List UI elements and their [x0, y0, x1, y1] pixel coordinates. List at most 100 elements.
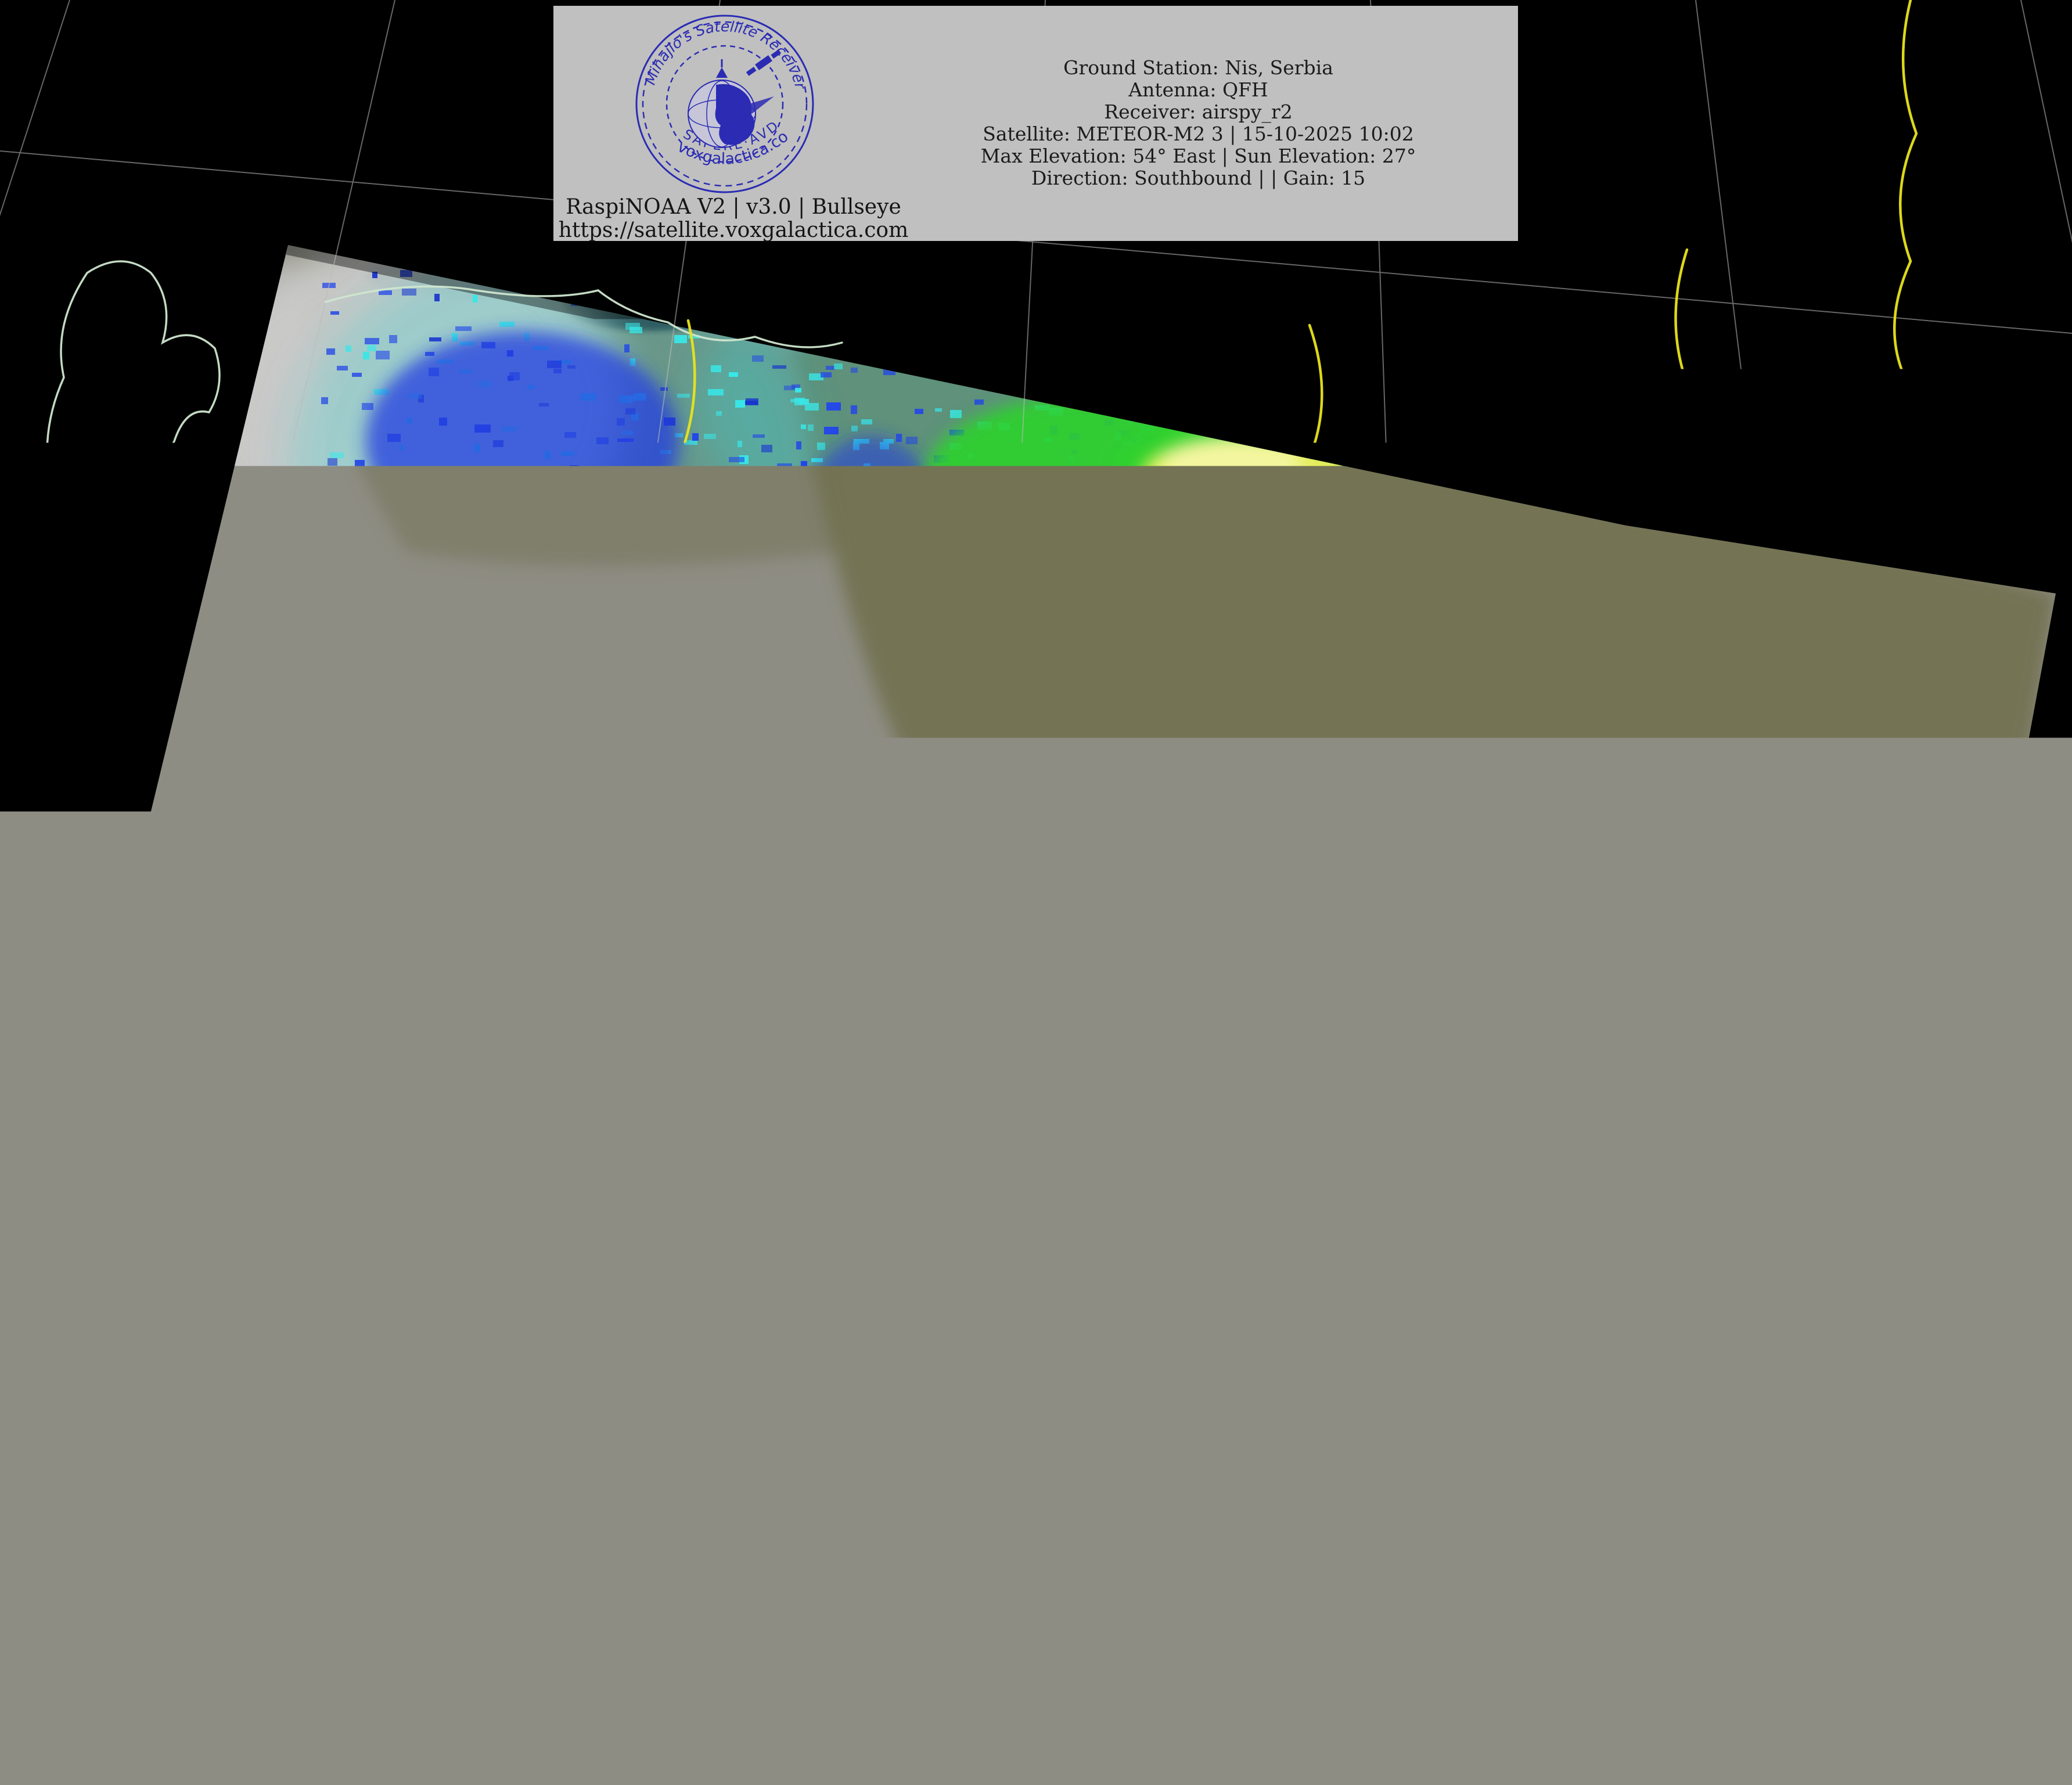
- precip-speckle: [732, 1376, 746, 1383]
- precip-speckle: [512, 887, 523, 894]
- precip-speckle: [427, 936, 437, 943]
- precip-speckle: [767, 1005, 782, 1012]
- meteor-satellite-map: [0, 0, 2072, 1785]
- precip-speckle: [1928, 870, 1934, 879]
- precip-speckle: [1868, 591, 1880, 600]
- precip-speckle: [372, 1078, 381, 1082]
- precip-speckle: [685, 1035, 695, 1041]
- precip-speckle: [714, 513, 726, 518]
- precip-speckle: [1772, 604, 1788, 611]
- precip-speckle: [1506, 1078, 1512, 1084]
- precip-speckle: [485, 1130, 494, 1138]
- precip-speckle: [1443, 573, 1456, 578]
- precip-speckle: [770, 1319, 785, 1324]
- precip-speckle: [877, 1257, 885, 1264]
- precip-speckle: [1868, 1003, 1875, 1011]
- station-url: https://satellite.voxgalactica.com: [553, 218, 913, 242]
- precip-speckle: [1759, 1229, 1771, 1237]
- precip-speckle: [790, 832, 796, 838]
- precip-speckle: [1638, 1232, 1648, 1239]
- precip-speckle: [482, 1456, 491, 1461]
- precip-speckle: [339, 897, 345, 904]
- precip-speckle: [636, 1352, 646, 1359]
- precip-speckle: [1055, 582, 1067, 589]
- precip-speckle: [798, 1346, 805, 1351]
- precip-speckle: [1384, 613, 1397, 619]
- precip-speckle: [1084, 614, 1097, 620]
- precip-speckle: [752, 897, 768, 904]
- header-banner: Mihajlo's Satellite Receiver SAPERE·AVDE…: [553, 6, 1518, 241]
- precip-speckle: [1841, 581, 1854, 588]
- precip-speckle: [1796, 1244, 1806, 1249]
- precip-speckle: [896, 434, 902, 442]
- precip-speckle: [1522, 1081, 1537, 1087]
- precip-speckle: [1205, 1095, 1218, 1099]
- precip-speckle: [353, 656, 369, 660]
- precip-speckle: [829, 1279, 837, 1283]
- precip-speckle: [1116, 908, 1121, 912]
- precip-speckle: [1568, 1143, 1582, 1150]
- precip-speckle: [1548, 1030, 1554, 1038]
- precip-speckle: [704, 434, 716, 439]
- precip-speckle: [1267, 1013, 1279, 1020]
- precip-speckle: [738, 441, 742, 447]
- precip-speckle: [641, 1061, 656, 1066]
- precip-speckle: [1312, 621, 1319, 630]
- precip-speckle: [1461, 1301, 1467, 1306]
- precip-speckle: [783, 521, 792, 528]
- precip-speckle: [801, 848, 815, 853]
- precip-speckle: [1383, 1109, 1391, 1117]
- info-elevation: Max Elevation: 54° East | Sun Elevation:…: [879, 145, 1518, 167]
- precip-speckle: [330, 577, 341, 582]
- precip-speckle: [1067, 988, 1080, 991]
- precip-speckle: [1357, 1124, 1369, 1127]
- precip-speckle: [325, 544, 336, 550]
- precip-speckle: [1909, 1132, 1924, 1140]
- precip-speckle: [488, 1055, 498, 1060]
- precip-speckle: [789, 626, 797, 629]
- precip-speckle: [1823, 584, 1834, 588]
- precip-speckle: [716, 523, 731, 530]
- precip-speckle: [1907, 973, 1918, 978]
- precip-speckle: [761, 920, 774, 929]
- precip-speckle: [1256, 612, 1268, 621]
- precip-speckle: [1508, 1327, 1519, 1331]
- precip-speckle: [452, 333, 458, 341]
- precip-speckle: [358, 602, 373, 607]
- precip-speckle: [405, 670, 420, 677]
- precip-speckle: [588, 1095, 595, 1100]
- precip-speckle: [1436, 977, 1441, 984]
- precip-speckle: [1117, 1104, 1131, 1109]
- precip-speckle: [746, 1180, 759, 1188]
- precip-speckle: [757, 771, 769, 776]
- precip-speckle: [721, 1235, 728, 1239]
- precip-speckle: [601, 1377, 608, 1381]
- precip-speckle: [1534, 1269, 1539, 1277]
- precip-speckle: [1654, 1181, 1668, 1187]
- precip-speckle: [1815, 579, 1823, 586]
- precip-speckle: [768, 680, 783, 687]
- precip-speckle: [743, 1113, 758, 1119]
- precip-speckle: [496, 1484, 501, 1491]
- precip-speckle: [806, 895, 813, 900]
- precip-speckle: [1722, 1224, 1730, 1231]
- precip-speckle: [792, 1219, 800, 1226]
- precip-speckle: [1278, 1113, 1293, 1119]
- precip-speckle: [1469, 1195, 1477, 1200]
- precip-speckle: [681, 1175, 687, 1178]
- precip-speckle: [762, 603, 772, 609]
- precip-speckle: [808, 1204, 821, 1210]
- precip-speckle: [589, 1349, 600, 1356]
- precip-speckle: [1638, 1242, 1654, 1246]
- precip-speckle: [1783, 596, 1792, 602]
- precip-speckle: [535, 1024, 544, 1031]
- precip-speckle: [798, 705, 804, 712]
- precip-speckle: [1534, 1198, 1540, 1206]
- precip-speckle: [1551, 1247, 1564, 1252]
- precip-speckle: [1540, 1312, 1546, 1317]
- precip-speckle: [786, 1252, 797, 1261]
- precip-speckle: [1978, 870, 1988, 874]
- precip-speckle: [570, 1181, 575, 1189]
- precip-speckle: [387, 1323, 394, 1331]
- precip-speckle: [1939, 923, 1953, 931]
